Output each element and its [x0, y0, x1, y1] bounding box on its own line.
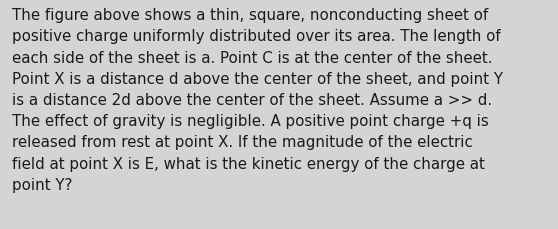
Text: The figure above shows a thin, square, nonconducting sheet of
positive charge un: The figure above shows a thin, square, n…: [12, 8, 503, 192]
